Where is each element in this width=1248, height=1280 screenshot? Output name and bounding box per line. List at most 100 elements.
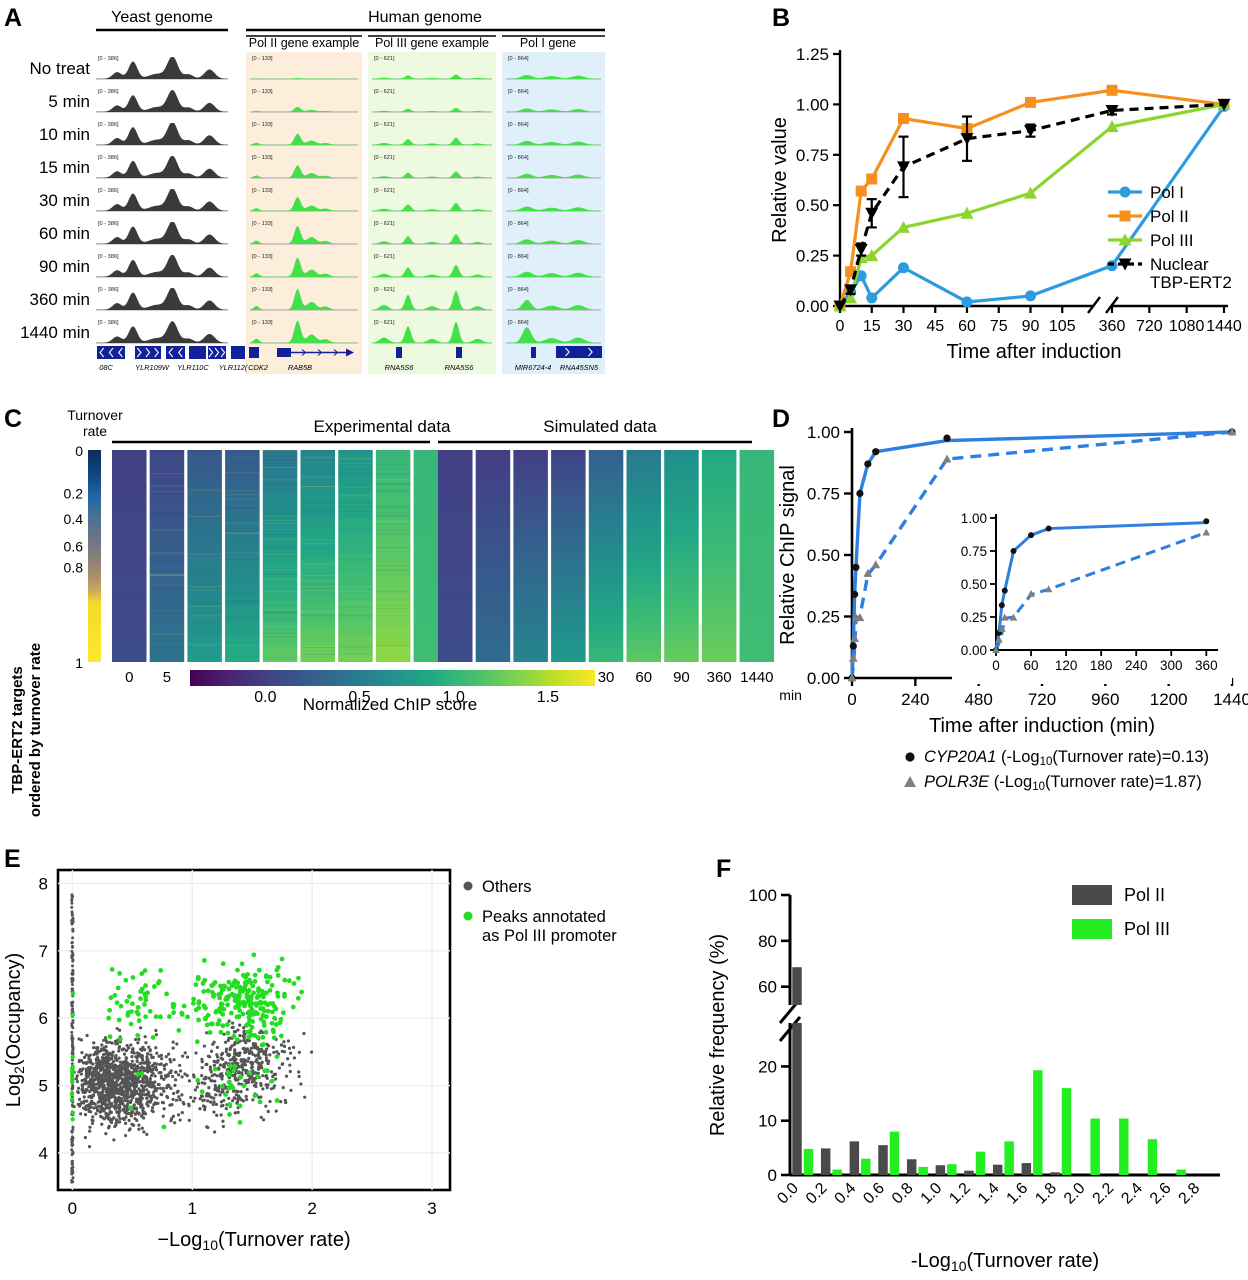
panel-a-letter: A	[4, 4, 23, 32]
panel-b-x-tick-label: 45	[926, 318, 944, 335]
scatter-point	[277, 1066, 281, 1070]
heatmap-row-noise	[300, 542, 335, 544]
heatmap-row-noise	[149, 610, 185, 612]
scatter-point	[214, 1102, 219, 1106]
heatmap-row-noise	[338, 600, 373, 602]
heatmap-row-noise	[187, 463, 222, 464]
gene-box	[97, 346, 125, 359]
scatter-point	[264, 1104, 268, 1108]
panel-d-point-cyp20a1	[851, 590, 859, 598]
scatter-point	[125, 1089, 129, 1093]
panel-f-bar-1	[1033, 1070, 1043, 1175]
scatter-point	[101, 1106, 105, 1111]
scatter-point	[234, 1089, 238, 1093]
scatter-point	[237, 1120, 243, 1125]
scatter-point	[204, 1076, 208, 1081]
scatter-point	[207, 1086, 211, 1090]
scatter-point	[80, 1078, 84, 1083]
scatter-point	[176, 1113, 181, 1117]
scatter-point	[222, 1098, 226, 1103]
scatter-point	[142, 991, 148, 997]
scatter-point	[108, 995, 114, 1001]
scatter-point	[145, 1082, 149, 1086]
heatmap-row-noise	[187, 556, 222, 558]
data-marker	[1118, 258, 1132, 271]
scatter-point	[161, 1086, 165, 1091]
track-scale-label: [0 - 386]	[98, 56, 119, 62]
heatmap-row-noise	[262, 530, 298, 532]
scatter-point	[180, 1110, 184, 1115]
heatmap-row-noise	[375, 505, 411, 507]
scatter-point	[171, 1097, 175, 1102]
scatter-point	[136, 1018, 142, 1024]
scatter-point	[105, 1040, 109, 1045]
track-scale-label: [0 - 386]	[98, 254, 119, 260]
heatmap-row-noise	[149, 547, 185, 549]
track-scale-label: [0 - 621]	[374, 188, 395, 194]
scatter-point	[284, 1074, 289, 1078]
heatmap-row-noise	[375, 514, 411, 516]
panel-e-svg: 0 1 2 3 4 5 6 7 8 −Log10(Turnover rate) Log2(Occup…	[3, 868, 617, 1253]
scatter-point	[123, 1133, 128, 1138]
panel-d-point-polr3e	[863, 568, 873, 577]
scatter-point	[272, 1084, 277, 1088]
scatter-point	[267, 1001, 273, 1007]
heatmap-row-noise	[375, 490, 411, 492]
scatter-point	[70, 1012, 75, 1017]
scatter-point	[274, 967, 280, 973]
turnover-rate-colorbar	[88, 450, 101, 662]
heatmap-row-noise	[225, 532, 260, 534]
panel-f-legend-label-1: Pol III	[1124, 919, 1170, 939]
heatmap-row-noise	[338, 575, 373, 577]
heatmap-row-noise	[300, 526, 335, 528]
heatmap-row-noise	[225, 456, 260, 458]
heatmap-row-noise	[338, 559, 373, 561]
scatter-point	[119, 1097, 124, 1101]
heatmap-row-noise	[300, 456, 335, 458]
scatter-point	[99, 1109, 103, 1113]
scatter-point	[87, 1081, 91, 1085]
scatter-point	[89, 1077, 93, 1081]
heatmap-row-noise	[338, 621, 373, 623]
scatter-point	[141, 1066, 146, 1070]
heatmap-row-noise	[262, 566, 298, 568]
scatter-point	[118, 1028, 122, 1032]
panel-f-bar-1	[861, 1158, 871, 1175]
scatter-point	[187, 1079, 192, 1083]
gene-label: RNA5S6	[445, 363, 475, 372]
heatmap-row-noise	[187, 542, 222, 544]
track-scale-label: [0 - 621]	[374, 89, 395, 95]
scatter-point	[70, 1051, 74, 1055]
heatmap-row-noise	[149, 583, 185, 585]
scatter-point	[135, 1033, 141, 1038]
scatter-point	[136, 1080, 140, 1084]
scatter-point	[80, 1086, 85, 1091]
scatter-point	[71, 936, 75, 940]
scatter-point	[69, 1066, 75, 1071]
scatter-point	[101, 1052, 106, 1057]
scatter-point	[176, 1089, 180, 1093]
gene-box	[166, 346, 185, 359]
scatter-point	[70, 905, 74, 909]
heatmap-column	[338, 450, 373, 662]
scatter-point	[69, 1091, 75, 1097]
scatter-point	[221, 1088, 225, 1092]
heatmap-row-noise	[225, 498, 260, 500]
scatter-point	[139, 986, 145, 992]
heatmap-row-noise	[338, 618, 373, 620]
data-marker	[898, 262, 909, 274]
heatmap-row-noise	[375, 516, 411, 518]
gene-label: MIR6724-4	[515, 363, 552, 372]
scatter-point	[215, 1113, 219, 1117]
scatter-point	[70, 1110, 76, 1115]
data-marker	[865, 207, 879, 220]
panel-f-x-tick-label: 0.4	[832, 1180, 860, 1208]
scatter-point	[269, 982, 275, 988]
scatter-point	[261, 1087, 265, 1091]
panel-d-inset-point-polr3e	[992, 646, 1000, 653]
scatter-point	[295, 995, 301, 1001]
heatmap-row-noise	[187, 586, 222, 587]
data-marker	[844, 291, 858, 304]
scatter-point	[150, 1035, 156, 1040]
scatter-point	[106, 1015, 112, 1021]
